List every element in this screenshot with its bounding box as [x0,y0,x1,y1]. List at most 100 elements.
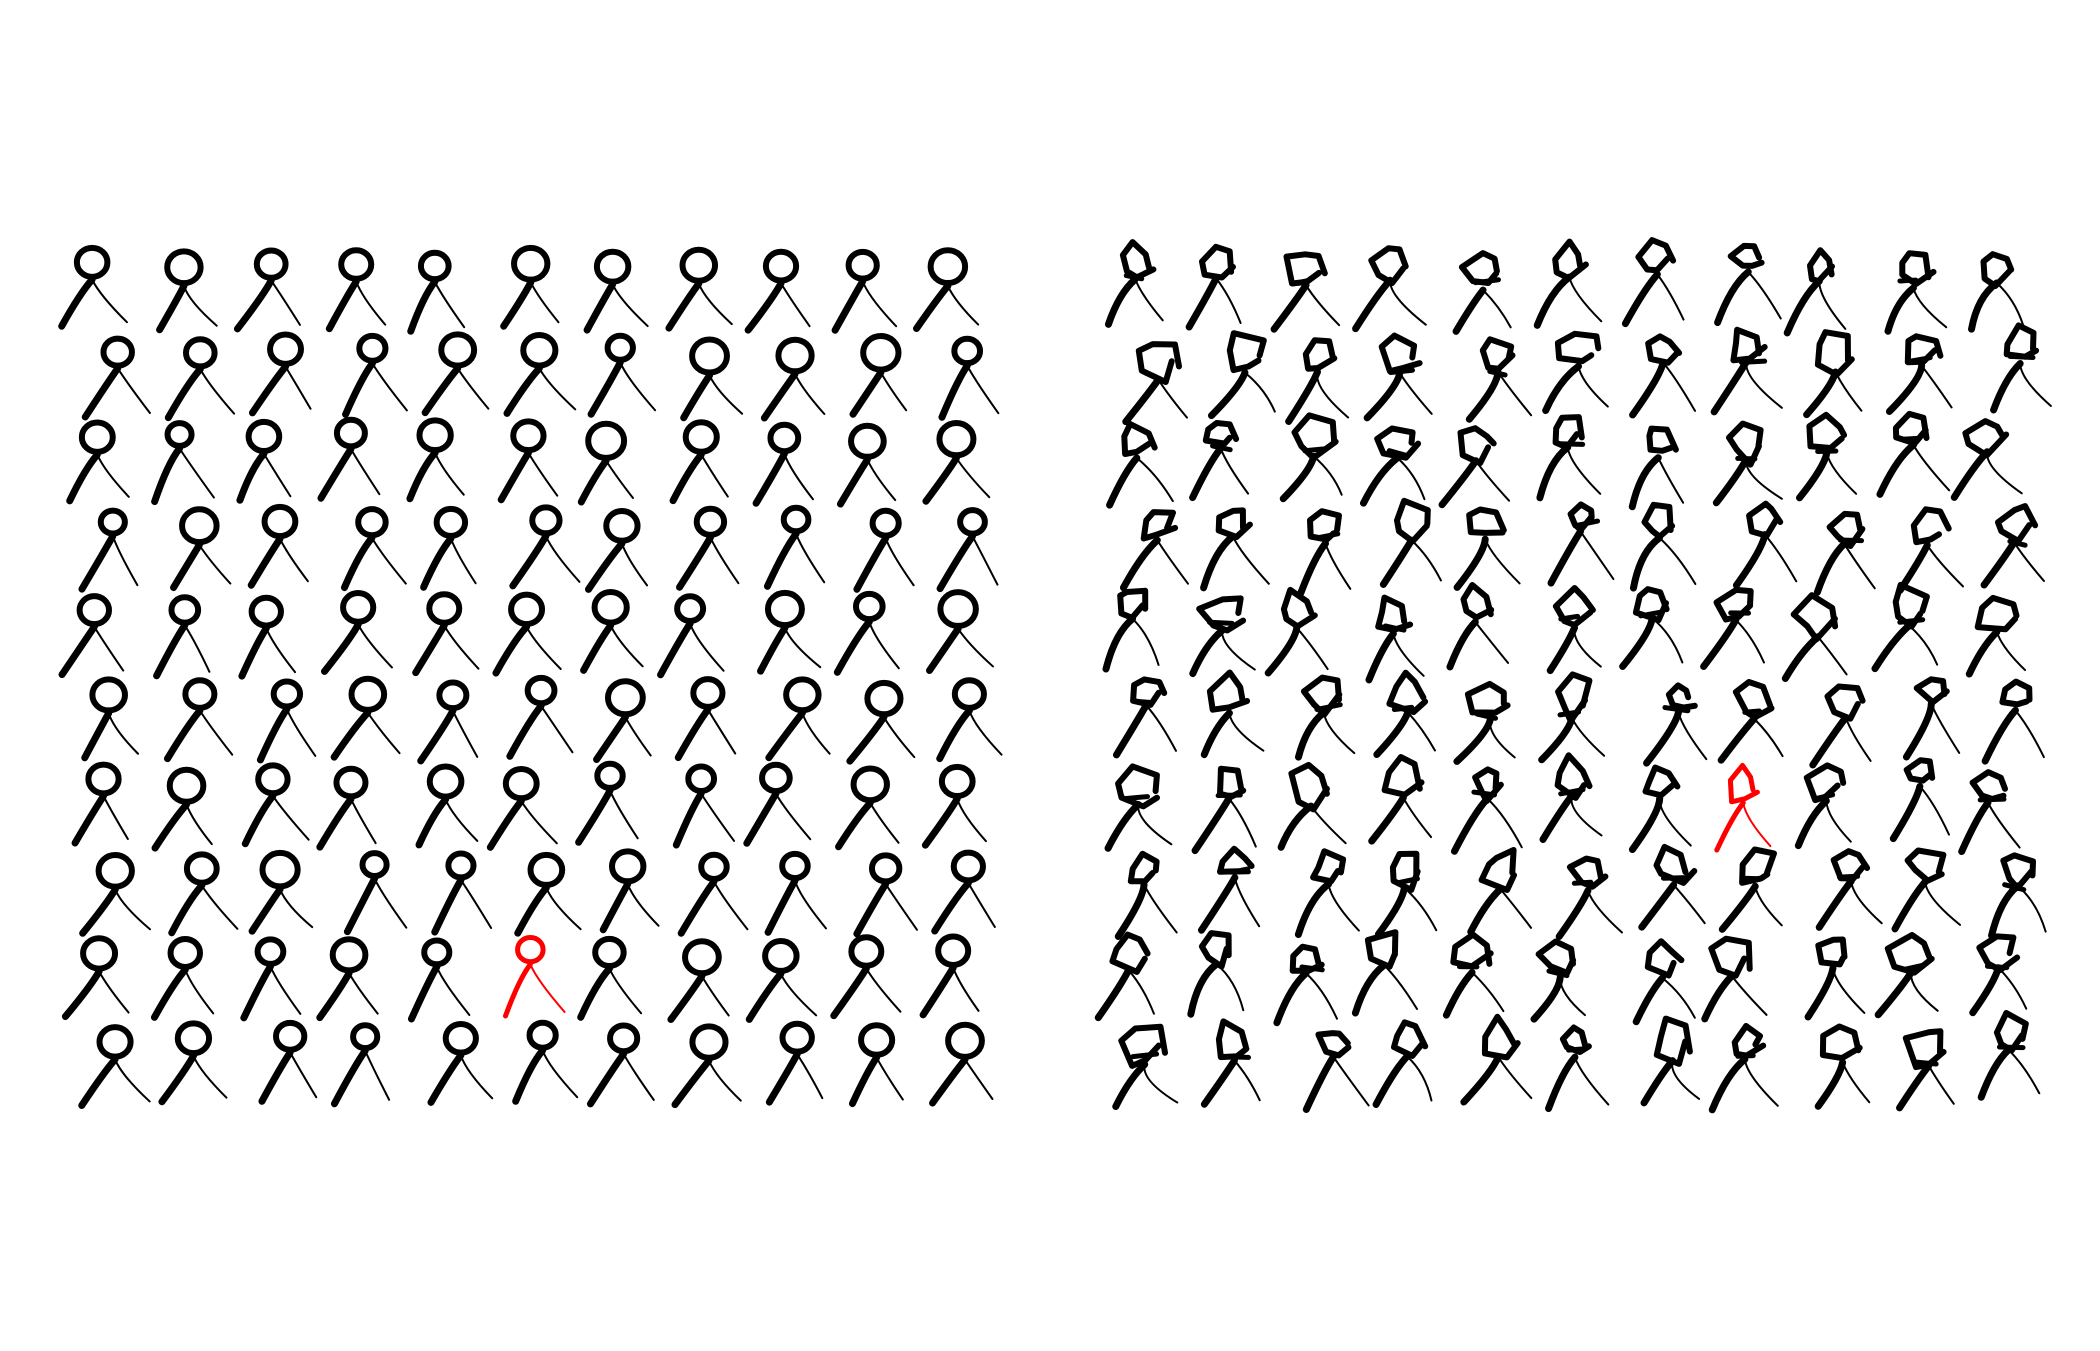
figure-head [591,589,630,626]
figure-body-right [1486,797,1523,849]
figure-body-left [1119,536,1161,592]
person-figure [407,249,466,335]
figure-body-left [78,1055,119,1109]
figure-body-left [1701,972,1736,1023]
figure-body-left [503,364,543,417]
figure-head [267,331,304,367]
person-figure [247,503,309,589]
figure-head [1464,680,1511,716]
person-figure [1718,846,1783,933]
figure-head [759,761,793,795]
person-figure [1813,510,1876,596]
figure-body-left [853,880,890,938]
figure-body-left [765,1050,801,1106]
figure-scarf [1206,619,1235,626]
figure-head [1731,1023,1767,1059]
figure-body-left [325,278,360,333]
figure-body-right [540,704,574,754]
person-figure [509,504,581,590]
figure-head [592,935,627,969]
person-figure [587,332,657,418]
person-figure [317,416,381,502]
figure-head [511,244,551,283]
figure-body-left [509,532,550,590]
figure-body-right [1924,880,1962,926]
figure-body-right [1305,284,1341,327]
figure-body-right [966,364,1000,415]
person-figure [1189,595,1256,678]
figure-body-right [1471,971,1505,1013]
person-figure [1302,1030,1370,1113]
figure-body-left [340,534,376,592]
figure-body-right [611,283,649,328]
figure-scarf [1903,962,1927,972]
person-figure [1374,850,1438,938]
figure-body-right [626,883,660,927]
figure-head [502,765,540,802]
figure-scarf [1900,435,1923,442]
person-figure [1874,932,1939,1019]
person-figure [577,935,643,1021]
figure-body-left [936,532,977,593]
person-figure [599,848,660,934]
figure-body-left [1871,622,1913,673]
person-figure [1208,330,1276,420]
person-figure [1114,850,1178,940]
figure-head [1389,850,1421,893]
figure-body-right [192,1054,228,1099]
figure-scarf [1382,623,1407,633]
figure-head [510,418,547,454]
figure-head [164,248,204,287]
figure-body-left [1809,714,1850,769]
person-figure [1277,761,1347,851]
figure-body-left [1714,800,1746,853]
figure-head [764,589,805,629]
figure-body-left [1302,1053,1337,1113]
figure-scarf [1210,443,1233,453]
figure-head [848,422,887,460]
person-figure [325,247,387,333]
figure-body-left [151,444,184,506]
person-figure [846,679,916,765]
figure-head [1814,329,1855,378]
figure-body-left [674,706,712,762]
figure-body-right [1744,459,1783,500]
figure-head [1450,931,1494,970]
figure-body-right [527,451,559,497]
person-figure [657,593,725,679]
person-figure [1453,506,1521,591]
figure-scarf [1474,711,1499,721]
figure-scarf [1837,537,1865,544]
person-figure [168,851,239,937]
figure-body-left [1542,362,1583,415]
figure-body-left [1106,454,1141,509]
figure-body-left [407,278,439,335]
person-figure [1814,1023,1871,1110]
person-figure [1896,506,1964,594]
figure-scarf [1638,609,1664,619]
person-figure [1285,337,1350,425]
figure-head [1969,769,2008,802]
figure-head [1635,237,1677,274]
person-figure [158,1020,228,1106]
figure-head [76,593,112,628]
figure-body-left [765,709,806,762]
person-figure [1902,676,1961,761]
figure-head [864,679,904,718]
person-figure [1102,587,1160,673]
figure-head [100,335,135,369]
person-figure [1112,1023,1179,1111]
figure-body-right [1661,976,1696,1019]
figure-body-right [1135,456,1174,503]
figure-body-left [680,371,714,422]
figure-scarf [1135,699,1155,706]
figure-body-left [1189,444,1225,502]
person-figure [1279,412,1343,503]
figure-head [604,332,636,363]
person-figure [763,504,826,590]
figure-body-left [1273,969,1310,1027]
figure-head [1215,1018,1250,1061]
figure-head [248,594,284,629]
figure-body-right [520,800,558,845]
figure-body-left [58,623,98,679]
